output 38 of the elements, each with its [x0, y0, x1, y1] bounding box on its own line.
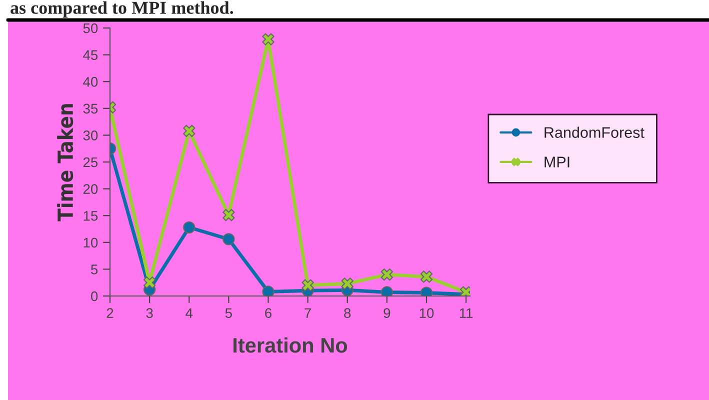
point	[222, 208, 235, 222]
y-tick-label: 5	[91, 264, 98, 274]
point	[183, 124, 196, 137]
y-tick-label: 20	[83, 184, 98, 194]
point	[420, 270, 433, 283]
point	[222, 233, 235, 246]
x-tick-label: 2	[106, 308, 114, 318]
point	[302, 279, 314, 292]
text: as compared to MPI method.	[10, 1, 234, 18]
point	[143, 276, 156, 289]
point	[341, 278, 354, 290]
x-tick-label: 7	[304, 308, 311, 318]
x-tick-label: 11	[460, 308, 473, 318]
y-tick-label: 40	[83, 76, 98, 87]
y-tick-label: 25	[83, 157, 98, 168]
y-tick-label: 30	[83, 130, 98, 140]
point	[183, 221, 196, 234]
x-tick-label: 9	[384, 308, 390, 318]
x-axis-title: Iteration No	[234, 337, 348, 353]
point	[380, 268, 393, 281]
y-axis-title: Time Taken	[57, 104, 74, 222]
y-tick-label: 45	[83, 50, 98, 60]
x-tick-label: 3	[146, 308, 153, 318]
x-tick-label: 8	[344, 308, 351, 318]
x-tick-label: 4	[186, 308, 193, 318]
y-tick-label: 35	[83, 104, 98, 114]
x-tick-label: 5	[225, 308, 232, 318]
y-tick-label: 50	[83, 23, 98, 34]
point	[262, 286, 274, 296]
x-tick-label: 6	[265, 308, 272, 318]
y-tick-label: 15	[84, 211, 98, 221]
legend-label: MPI	[544, 156, 570, 168]
y-tick-label: 10	[84, 238, 98, 248]
x-tick-label: 10	[420, 308, 434, 318]
y-tick-label: 0	[91, 291, 98, 302]
legend-label: RandomForest	[544, 126, 644, 138]
point	[380, 286, 393, 296]
point	[262, 33, 274, 46]
